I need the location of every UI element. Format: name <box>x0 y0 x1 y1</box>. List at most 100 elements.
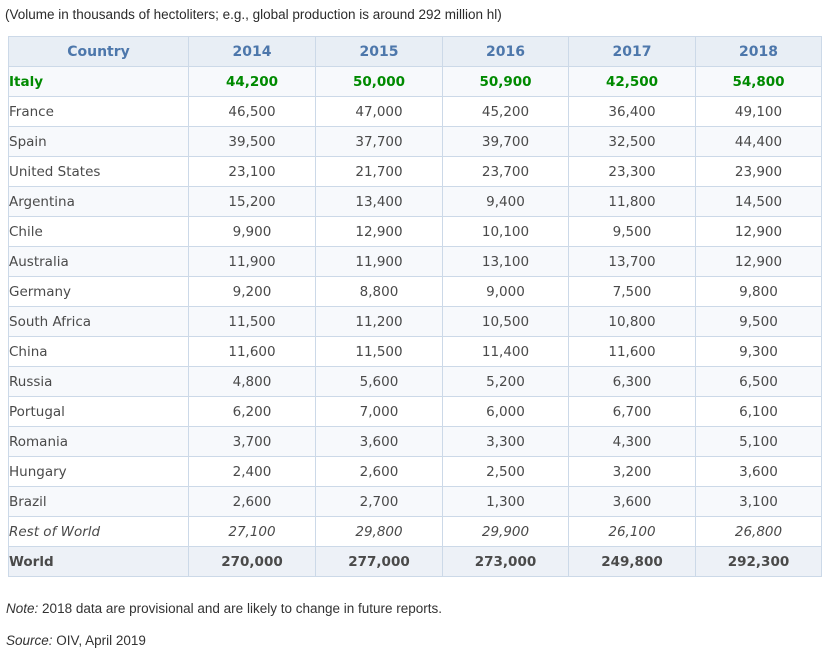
value-cell: 12,900 <box>695 216 822 247</box>
value-cell: 9,000 <box>442 276 569 307</box>
table-row: Brazil 2,600 2,700 1,300 3,600 3,100 <box>8 486 822 517</box>
table-row: Germany 9,200 8,800 9,000 7,500 9,800 <box>8 276 822 307</box>
value-cell: 4,300 <box>568 426 696 457</box>
source-text: OIV, April 2019 <box>56 633 146 648</box>
value-cell: 9,300 <box>695 336 822 367</box>
value-cell: 6,500 <box>695 366 822 397</box>
value-cell: 6,700 <box>568 396 696 427</box>
value-cell: 273,000 <box>442 546 569 577</box>
table-row: South Africa 11,500 11,200 10,500 10,800 9,50… <box>8 306 822 337</box>
value-cell: 29,800 <box>315 516 443 547</box>
value-cell: 7,000 <box>315 396 443 427</box>
value-cell: 6,000 <box>442 396 569 427</box>
value-cell: 9,200 <box>188 276 316 307</box>
value-cell: 6,200 <box>188 396 316 427</box>
value-cell: 10,800 <box>568 306 696 337</box>
table-row: Rest of World 27,100 29,800 29,900 26,100 26,… <box>8 516 822 547</box>
value-cell: 2,700 <box>315 486 443 517</box>
value-cell: 5,600 <box>315 366 443 397</box>
value-cell: 2,600 <box>315 456 443 487</box>
value-cell: 11,500 <box>315 336 443 367</box>
value-cell: 32,500 <box>568 126 696 157</box>
value-cell: 3,600 <box>695 456 822 487</box>
value-cell: 9,800 <box>695 276 822 307</box>
table-row: Hungary 2,400 2,600 2,500 3,200 3,600 <box>8 456 822 487</box>
value-cell: 13,100 <box>442 246 569 277</box>
value-cell: 5,200 <box>442 366 569 397</box>
country-cell: Argentina <box>8 186 189 217</box>
value-cell: 11,600 <box>188 336 316 367</box>
header-2016: 2016 <box>442 36 569 67</box>
note-label: Note: <box>6 601 39 616</box>
table-row: Romania 3,700 3,600 3,300 4,300 5,100 <box>8 426 822 457</box>
table-row: Russia 4,800 5,600 5,200 6,300 6,500 <box>8 366 822 397</box>
value-cell: 9,400 <box>442 186 569 217</box>
value-cell: 42,500 <box>568 66 696 97</box>
country-cell: Germany <box>8 276 189 307</box>
country-cell: Chile <box>8 216 189 247</box>
value-cell: 26,100 <box>568 516 696 547</box>
source-line: Source: OIV, April 2019 <box>6 633 146 648</box>
value-cell: 4,800 <box>188 366 316 397</box>
value-cell: 45,200 <box>442 96 569 127</box>
value-cell: 26,800 <box>695 516 822 547</box>
value-cell: 292,300 <box>695 546 822 577</box>
value-cell: 11,900 <box>188 246 316 277</box>
value-cell: 21,700 <box>315 156 443 187</box>
value-cell: 23,900 <box>695 156 822 187</box>
value-cell: 6,300 <box>568 366 696 397</box>
table-row: Italy 44,200 50,000 50,900 42,500 54,800 <box>8 66 822 97</box>
value-cell: 7,500 <box>568 276 696 307</box>
country-cell: Hungary <box>8 456 189 487</box>
value-cell: 37,700 <box>315 126 443 157</box>
value-cell: 23,100 <box>188 156 316 187</box>
value-cell: 9,900 <box>188 216 316 247</box>
value-cell: 249,800 <box>568 546 696 577</box>
value-cell: 9,500 <box>568 216 696 247</box>
country-cell: Russia <box>8 366 189 397</box>
value-cell: 44,400 <box>695 126 822 157</box>
value-cell: 5,100 <box>695 426 822 457</box>
table-caption: (Volume in thousands of hectoliters; e.g… <box>5 7 502 22</box>
value-cell: 10,100 <box>442 216 569 247</box>
value-cell: 9,500 <box>695 306 822 337</box>
country-cell: Italy <box>8 66 189 97</box>
table-row: Argentina 15,200 13,400 9,400 11,800 14,500 <box>8 186 822 217</box>
source-label: Source: <box>6 633 53 648</box>
value-cell: 44,200 <box>188 66 316 97</box>
value-cell: 2,600 <box>188 486 316 517</box>
value-cell: 1,300 <box>442 486 569 517</box>
country-cell: Romania <box>8 426 189 457</box>
value-cell: 46,500 <box>188 96 316 127</box>
value-cell: 39,700 <box>442 126 569 157</box>
value-cell: 3,300 <box>442 426 569 457</box>
value-cell: 270,000 <box>188 546 316 577</box>
country-cell: Rest of World <box>8 516 189 547</box>
value-cell: 277,000 <box>315 546 443 577</box>
value-cell: 2,400 <box>188 456 316 487</box>
value-cell: 29,900 <box>442 516 569 547</box>
table-row: France 46,500 47,000 45,200 36,400 49,100 <box>8 96 822 127</box>
value-cell: 50,900 <box>442 66 569 97</box>
country-cell: Australia <box>8 246 189 277</box>
header-2014: 2014 <box>188 36 316 67</box>
country-cell: United States <box>8 156 189 187</box>
country-cell: Spain <box>8 126 189 157</box>
table-row: World 270,000 277,000 273,000 249,800 292,300 <box>8 546 822 577</box>
country-cell: Portugal <box>8 396 189 427</box>
country-cell: France <box>8 96 189 127</box>
value-cell: 6,100 <box>695 396 822 427</box>
value-cell: 3,700 <box>188 426 316 457</box>
value-cell: 12,900 <box>695 246 822 277</box>
table-row: Portugal 6,200 7,000 6,000 6,700 6,100 <box>8 396 822 427</box>
value-cell: 3,600 <box>568 486 696 517</box>
value-cell: 3,100 <box>695 486 822 517</box>
value-cell: 10,500 <box>442 306 569 337</box>
value-cell: 14,500 <box>695 186 822 217</box>
value-cell: 23,700 <box>442 156 569 187</box>
value-cell: 15,200 <box>188 186 316 217</box>
header-2017: 2017 <box>568 36 696 67</box>
header-2018: 2018 <box>695 36 822 67</box>
value-cell: 11,200 <box>315 306 443 337</box>
